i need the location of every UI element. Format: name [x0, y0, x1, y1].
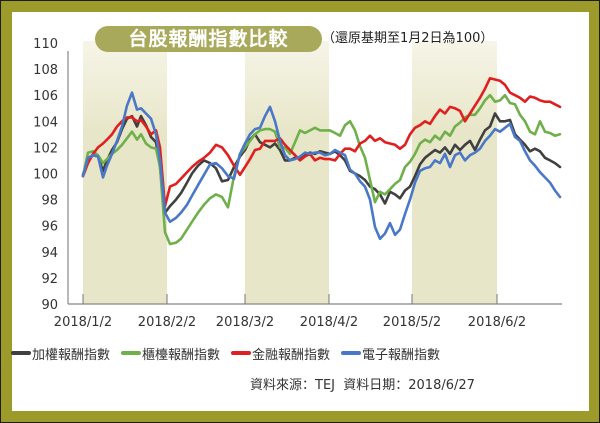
- chart-title: 台股報酬指數比較: [95, 26, 322, 52]
- y-tick-label: 100: [33, 168, 58, 183]
- shaded-band: [245, 41, 329, 304]
- legend-item-weighted: 加權報酬指數: [11, 343, 110, 363]
- series-line: [81, 76, 562, 208]
- y-tick-label: 110: [33, 37, 58, 52]
- x-tick-label: 2018/2/2: [138, 315, 196, 330]
- y-tick-label: 96: [41, 220, 58, 235]
- legend-item-finance: 金融報酬指數: [231, 343, 330, 363]
- y-tick-label: 98: [41, 194, 58, 209]
- legend-label: 櫃檯報酬指數: [142, 347, 221, 363]
- x-tick-label: 2018/3/2: [216, 315, 274, 330]
- x-tick-label: 2018/1/2: [54, 315, 112, 330]
- x-tick-label: 2018/6/2: [468, 315, 526, 330]
- chart-subtitle: （還原基期至1月2日為100）: [322, 31, 494, 46]
- legend-swatch-icon: [121, 351, 142, 355]
- y-tick-label: 94: [41, 246, 58, 261]
- legend: 加權報酬指數 櫃檯報酬指數 金融報酬指數 電子報酬指數: [11, 343, 581, 363]
- legend-label: 加權報酬指數: [32, 347, 111, 363]
- series-lines: [81, 76, 562, 246]
- series-line: [81, 91, 562, 241]
- legend-swatch-icon: [341, 351, 362, 355]
- shaded-band: [412, 41, 497, 304]
- x-tick-label: 2018/4/2: [300, 315, 358, 330]
- y-tick-label: 108: [33, 63, 58, 78]
- y-tick-label: 92: [41, 272, 58, 287]
- legend-swatch-icon: [231, 351, 252, 355]
- source-note: 資料來源：TEJ 資料日期：2018/6/27: [250, 378, 475, 393]
- legend-label: 電子報酬指數: [362, 347, 441, 363]
- legend-item-electronics: 電子報酬指數: [341, 343, 440, 363]
- shaded-month-bands: [83, 41, 497, 304]
- y-tick-label: 104: [33, 115, 58, 130]
- y-tick-label: 106: [33, 89, 58, 104]
- shaded-band: [83, 41, 167, 304]
- x-axis: 2018/1/2 2018/2/2 2018/3/2 2018/4/2 2018/5/2…: [54, 294, 562, 330]
- series-line: [81, 93, 562, 246]
- x-tick-label: 2018/5/2: [383, 315, 441, 330]
- legend-item-otc: 櫃檯報酬指數: [121, 343, 220, 363]
- legend-label: 金融報酬指數: [252, 347, 331, 363]
- y-tick-label: 90: [41, 298, 58, 313]
- y-tick-label: 102: [33, 141, 58, 156]
- y-axis: 90 92 94 96 98 100 102 104 106 108 110: [33, 37, 69, 313]
- legend-swatch-icon: [11, 351, 31, 355]
